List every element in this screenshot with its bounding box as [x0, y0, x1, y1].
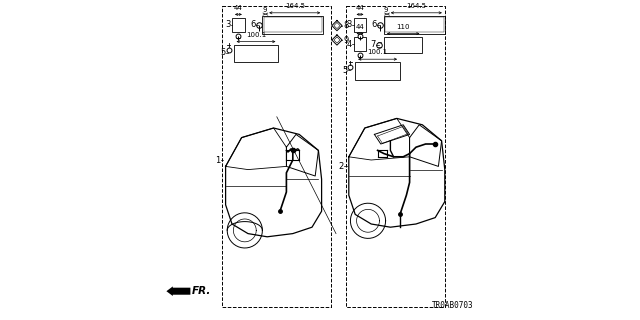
Bar	[384, 16, 445, 34]
Text: 8: 8	[343, 21, 348, 30]
Text: 6: 6	[372, 20, 377, 29]
FancyArrow shape	[166, 286, 191, 296]
Bar	[234, 45, 278, 62]
Bar	[354, 18, 367, 32]
Text: 9: 9	[343, 36, 348, 44]
Text: 1: 1	[215, 156, 220, 164]
Text: TR0AB0703: TR0AB0703	[432, 301, 474, 310]
Text: 44: 44	[356, 4, 364, 11]
Text: 44: 44	[356, 24, 364, 30]
Text: 100.1: 100.1	[246, 32, 266, 38]
Text: FR.: FR.	[192, 286, 211, 296]
Text: 9: 9	[383, 7, 388, 13]
Text: 6: 6	[250, 20, 255, 29]
Text: 5: 5	[220, 48, 226, 57]
Text: 100.1: 100.1	[367, 49, 388, 55]
Text: 44: 44	[234, 4, 243, 11]
Bar	[262, 16, 323, 34]
Text: 5: 5	[342, 66, 347, 75]
Bar	[384, 37, 422, 53]
Text: 7: 7	[371, 40, 376, 49]
Text: 2: 2	[338, 162, 344, 171]
Bar	[232, 18, 245, 32]
Text: 9: 9	[262, 7, 267, 13]
Bar	[385, 17, 444, 32]
Text: 164.5: 164.5	[285, 3, 305, 9]
Text: 3: 3	[347, 20, 352, 29]
Bar	[355, 62, 400, 80]
Text: 3: 3	[225, 20, 230, 29]
Bar	[354, 37, 367, 51]
Text: 164.5: 164.5	[406, 3, 426, 9]
Bar	[264, 17, 322, 32]
Text: 110: 110	[396, 24, 410, 30]
Text: 4: 4	[347, 39, 352, 49]
